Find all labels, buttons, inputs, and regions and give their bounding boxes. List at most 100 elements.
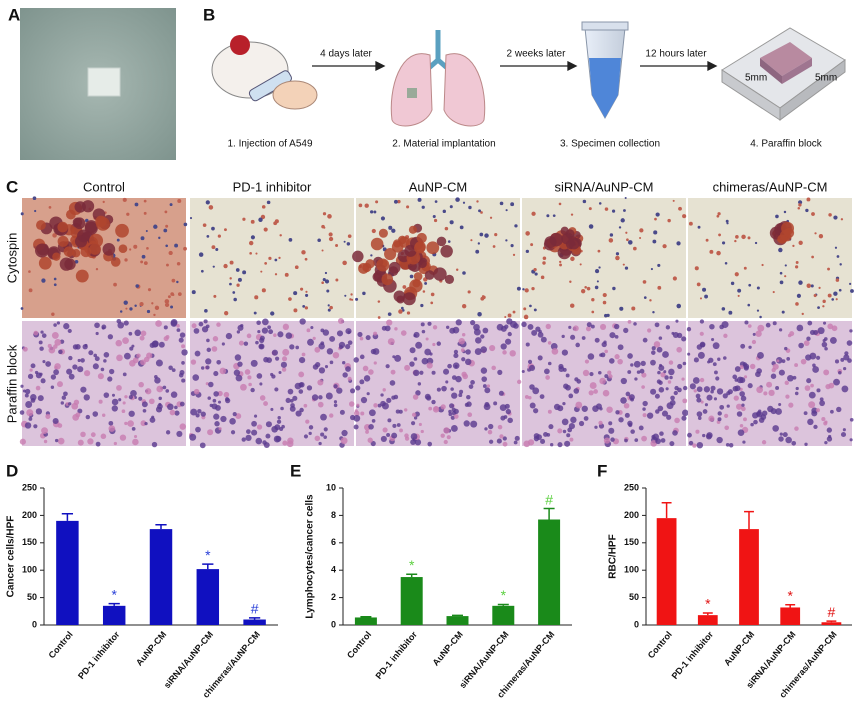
cell [687, 352, 691, 356]
cell [676, 241, 681, 246]
cell [489, 344, 496, 352]
cell [146, 309, 151, 314]
cell [321, 249, 324, 252]
cell [153, 224, 158, 229]
cell [796, 293, 801, 298]
cell [628, 422, 633, 428]
cell [151, 415, 155, 419]
cell [133, 244, 138, 249]
cell [597, 249, 601, 253]
cell [751, 339, 757, 345]
cell [163, 325, 168, 330]
cell [480, 346, 488, 353]
cell [655, 212, 660, 217]
cell [596, 280, 599, 283]
cell [72, 413, 80, 421]
cell [811, 410, 818, 417]
y-tick-label: 2 [331, 592, 336, 602]
cell [237, 324, 244, 331]
cell [672, 276, 677, 281]
lung-sketch [390, 30, 486, 127]
significance-mark: # [828, 604, 836, 620]
cell [502, 350, 507, 355]
cell [743, 417, 747, 422]
cell [263, 227, 268, 232]
y-tick-label: 250 [22, 482, 37, 492]
cell [476, 200, 479, 203]
cell [308, 425, 314, 430]
cell [622, 263, 625, 266]
cell [843, 354, 850, 361]
cell [740, 395, 747, 402]
cell [608, 238, 614, 243]
cell [588, 390, 594, 396]
cell [747, 324, 752, 328]
cell [219, 367, 227, 375]
cell [261, 288, 266, 293]
cell [675, 319, 679, 323]
cell [30, 363, 36, 369]
cell [88, 350, 94, 356]
cell [342, 361, 346, 365]
cell [710, 389, 714, 394]
cell [267, 325, 272, 330]
cell [400, 306, 404, 310]
cell [656, 346, 663, 353]
cell [381, 325, 387, 331]
step-label: 2. Material implantation [392, 139, 495, 150]
cell [681, 377, 685, 381]
cell [100, 367, 105, 372]
cell [838, 288, 842, 292]
cell [723, 356, 727, 360]
cell [448, 409, 452, 414]
cell [830, 409, 834, 414]
cell [507, 313, 512, 318]
cell [716, 436, 723, 444]
cell [620, 377, 627, 385]
error-bar [61, 513, 74, 521]
cell [828, 382, 835, 389]
cell [289, 344, 295, 350]
panel-label: F [597, 461, 607, 480]
cell [29, 368, 33, 372]
cell [218, 427, 222, 431]
cell [696, 397, 702, 403]
cell [724, 261, 728, 265]
error-bar [702, 612, 713, 616]
cell [488, 423, 494, 430]
cell [179, 332, 186, 338]
cell [737, 294, 740, 297]
cell [696, 344, 703, 350]
cell [523, 307, 527, 311]
cell [453, 353, 459, 359]
cell [448, 412, 453, 417]
y-tick-label: 200 [22, 510, 37, 520]
cell [451, 407, 456, 412]
cell [229, 418, 236, 425]
cell [84, 370, 91, 377]
cell [205, 358, 212, 365]
cell [516, 286, 521, 291]
cell [692, 377, 700, 384]
cell [584, 286, 587, 289]
bar [780, 607, 801, 625]
tumor-cell [376, 258, 390, 272]
cell [823, 321, 827, 325]
cell [688, 440, 694, 446]
cell [759, 315, 762, 319]
cell [620, 397, 627, 404]
cell [532, 387, 540, 395]
cell [53, 369, 60, 376]
tumor-cell [413, 272, 423, 281]
cell [840, 218, 844, 221]
cell [721, 241, 726, 245]
cell [756, 286, 760, 290]
cell [683, 385, 688, 391]
cell [779, 271, 783, 275]
cell [193, 328, 200, 334]
cell [711, 337, 715, 342]
paraffin-image [22, 321, 186, 446]
cell [63, 323, 70, 330]
cell [572, 325, 579, 332]
cell [505, 239, 508, 242]
